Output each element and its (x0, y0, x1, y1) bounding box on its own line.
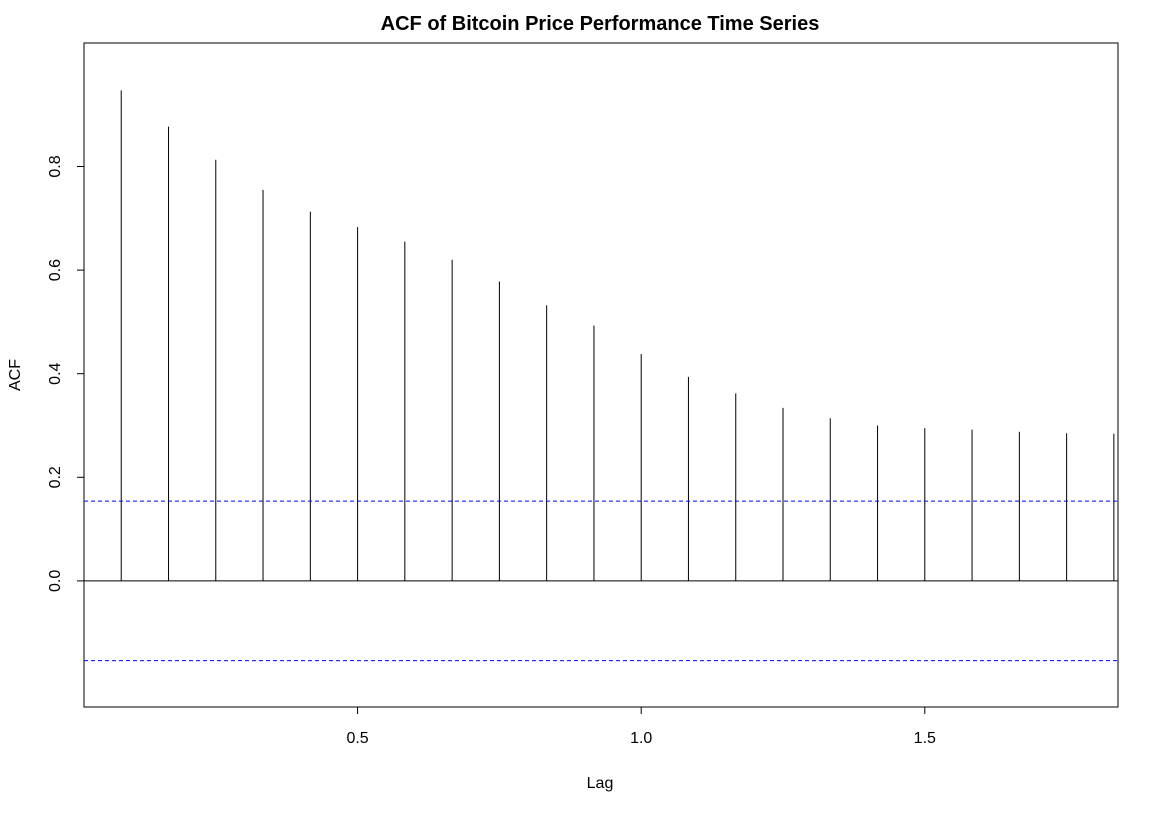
plot-frame (83, 42, 1119, 708)
y-tick-label: 0.2 (47, 466, 64, 488)
chart-title: ACF of Bitcoin Price Performance Time Se… (381, 13, 820, 35)
acf-bars (84, 90, 1118, 582)
y-axis-label: ACF (7, 359, 24, 391)
y-axis: 0.0 0.2 0.4 0.6 0.8 (47, 155, 84, 592)
x-axis: 0.5 1.0 1.5 (346, 707, 936, 747)
y-tick-label: 0.6 (47, 259, 64, 281)
x-tick-label: 0.5 (346, 730, 368, 747)
y-tick-label: 0.8 (47, 155, 64, 177)
confidence-bounds (84, 500, 1118, 662)
x-tick-label: 1.0 (630, 730, 652, 747)
x-tick-label: 1.5 (914, 730, 936, 747)
y-tick-label: 0.4 (47, 362, 64, 384)
y-tick-label: 0.0 (47, 570, 64, 592)
x-axis-label: Lag (587, 775, 614, 792)
